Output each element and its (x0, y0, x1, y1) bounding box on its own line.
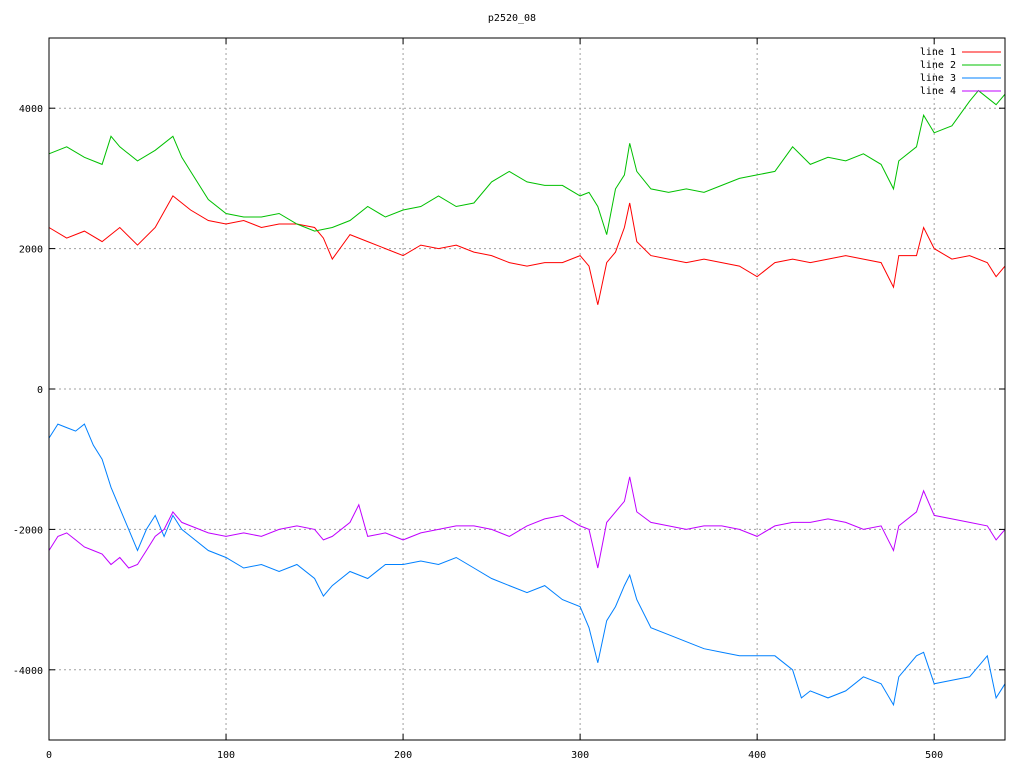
series-line-4 (48, 476, 1006, 569)
axis-ticks: 0 100 200 300 400 500 4000 2000 0 -2000 -4000 (13, 38, 1005, 761)
x-tick-label: 0 (46, 750, 52, 761)
y-tick-label: 4000 (19, 104, 43, 115)
series-line-2 (48, 89, 1006, 235)
y-tick-label: 0 (37, 385, 43, 396)
x-tick-label: 300 (571, 750, 589, 761)
series-line-1 (48, 195, 1006, 305)
legend-label-2: line 2 (920, 60, 956, 71)
grid (49, 38, 1005, 740)
y-tick-label: -2000 (13, 525, 43, 536)
legend: line 1 line 2 line 3 line 4 (920, 47, 1001, 97)
series-group (48, 89, 1006, 707)
x-tick-label: 200 (394, 750, 412, 761)
chart-title: p2520_08 (488, 13, 536, 24)
x-tick-label: 500 (925, 750, 943, 761)
legend-label-1: line 1 (920, 47, 956, 58)
series-line-3 (48, 423, 1006, 707)
legend-label-3: line 3 (920, 73, 956, 84)
x-tick-label: 400 (748, 750, 766, 761)
y-tick-label: -4000 (13, 666, 43, 677)
legend-label-4: line 4 (920, 86, 956, 97)
y-tick-label: 2000 (19, 245, 43, 256)
x-tick-label: 100 (217, 750, 235, 761)
